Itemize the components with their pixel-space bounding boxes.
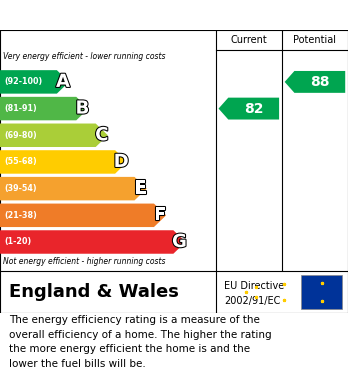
Polygon shape (0, 204, 166, 227)
Text: Current: Current (230, 35, 267, 45)
Polygon shape (0, 150, 127, 174)
Text: 88: 88 (310, 75, 330, 89)
Text: Very energy efficient - lower running costs: Very energy efficient - lower running co… (3, 52, 166, 61)
Text: B: B (76, 100, 89, 118)
Text: EU Directive: EU Directive (224, 281, 285, 291)
Text: Not energy efficient - higher running costs: Not energy efficient - higher running co… (3, 256, 166, 265)
Polygon shape (0, 70, 69, 93)
Text: C: C (95, 126, 109, 144)
Text: (69-80): (69-80) (4, 131, 37, 140)
Text: 82: 82 (244, 102, 263, 116)
Polygon shape (0, 230, 185, 254)
Text: D: D (114, 153, 129, 171)
Text: (1-20): (1-20) (4, 237, 31, 246)
Text: E: E (134, 179, 147, 197)
Polygon shape (0, 97, 88, 120)
Text: (81-91): (81-91) (4, 104, 37, 113)
Text: Potential: Potential (293, 35, 337, 45)
Polygon shape (219, 98, 279, 120)
Text: (21-38): (21-38) (4, 211, 37, 220)
Bar (301, 275, 342, 309)
Text: (92-100): (92-100) (4, 77, 42, 86)
Text: The energy efficiency rating is a measure of the
overall efficiency of a home. T: The energy efficiency rating is a measur… (9, 315, 271, 369)
Text: F: F (154, 206, 166, 224)
Polygon shape (285, 71, 345, 93)
Text: England & Wales: England & Wales (9, 283, 179, 301)
Text: Energy Efficiency Rating: Energy Efficiency Rating (9, 7, 230, 23)
Text: (55-68): (55-68) (4, 158, 37, 167)
Text: 2002/91/EC: 2002/91/EC (224, 296, 281, 306)
Polygon shape (0, 124, 108, 147)
Text: (39-54): (39-54) (4, 184, 37, 193)
Text: A: A (56, 73, 70, 91)
Polygon shape (0, 177, 147, 200)
Text: G: G (172, 233, 187, 251)
